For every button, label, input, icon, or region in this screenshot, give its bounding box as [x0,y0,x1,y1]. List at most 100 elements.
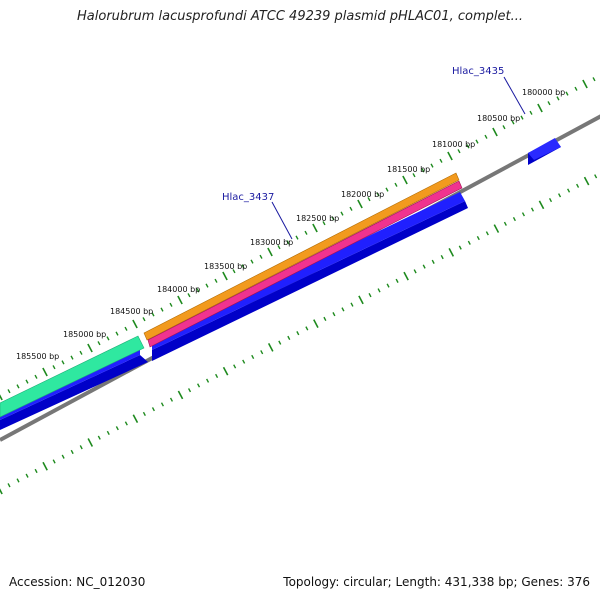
tick-mark [305,326,309,331]
tick-mark [538,200,545,210]
tick-mark [565,91,569,96]
tick-mark [421,168,425,173]
tick-mark [222,271,228,281]
tick-mark [312,223,318,233]
tick-mark [521,212,525,217]
tick-mark [440,255,444,260]
map-title: Halorubrum lacusprofundi ATCC 49239 plas… [77,9,523,24]
outer-tick-rail [0,77,596,401]
tick-mark [385,187,389,192]
tick-mark [295,235,299,240]
tick-mark [357,199,363,209]
tick-mark [323,316,327,321]
tick-mark [511,120,515,125]
pink-feature-track[interactable] [147,180,463,348]
tick-mark [286,240,290,245]
tick-mark [242,359,246,364]
tick-mark [287,335,291,340]
tick-mark [187,293,191,298]
tick-mark [485,231,489,236]
hlac3435-leader [503,76,526,115]
cds-block-hlac3435[interactable] [528,138,561,165]
tick-mark [349,206,353,211]
tick-mark [177,390,184,400]
tick-mark [278,340,282,345]
tick-mark [537,103,543,113]
hlac3437-leader [271,201,293,240]
tick-mark [322,221,326,226]
tick-mark [115,331,119,336]
tick-mark [376,192,380,197]
tick-label: 182000 bp [341,190,384,199]
tick-mark [34,468,38,474]
tick-mark [520,115,524,120]
tick-mark [250,259,254,264]
tick-mark [42,461,48,471]
tick-mark [16,478,20,483]
tick-label: 183500 bp [204,262,247,271]
gene-label-hlac3435[interactable]: Hlac_3435 [452,66,504,77]
tick-mark [260,350,264,355]
tick-mark [367,197,371,202]
tick-mark [222,366,229,376]
tick-mark [142,411,146,417]
tick-mark [169,397,174,402]
tick-mark [124,326,128,331]
tick-mark [16,384,20,389]
tick-mark [97,341,101,346]
tick-mark [177,295,183,305]
tick-mark [232,269,236,274]
tick-mark [368,293,372,298]
tick-mark [413,269,417,274]
tick-mark [341,307,345,312]
tick-label: 184000 bp [157,285,200,294]
tick-mark [529,110,533,115]
tick-mark [70,449,74,455]
tick-mark [205,283,209,288]
tick-mark [169,302,173,307]
tick-mark [557,193,562,198]
tick-mark [475,139,479,144]
tick-mark [447,151,453,161]
tick-mark [42,367,48,377]
tick-mark [106,430,110,436]
tick-mark [196,383,201,388]
tick-mark [259,254,263,259]
tick-mark [115,426,119,431]
green-feature-track[interactable] [0,335,145,418]
tick-mark [512,216,516,222]
tick-mark [313,319,319,328]
tick-mark [142,317,146,322]
tick-mark [304,230,308,235]
tick-mark [267,343,274,352]
tick-label: 181000 bp [432,140,475,149]
tick-mark [594,174,598,179]
tick-mark [132,414,139,424]
tick-mark [332,312,336,317]
tick-mark [61,454,65,459]
orange-feature-track[interactable] [143,172,460,341]
tick-mark [548,197,553,203]
tick-label: 185000 bp [63,330,106,339]
tick-mark [206,378,210,383]
tick-mark [358,295,364,305]
cds-block-main[interactable] [152,192,468,361]
tick-mark [187,388,192,393]
tick-label: 184500 bp [110,307,153,316]
tick-mark [52,459,56,464]
tick-mark [458,245,462,250]
tick-mark [0,394,3,401]
tick-mark [97,435,101,440]
tick-mark [7,389,11,394]
tick-mark [160,307,164,312]
gene-label-hlac3437[interactable]: Hlac_3437 [222,192,274,203]
tick-mark [466,144,470,149]
tick-mark [70,355,74,360]
tick-mark [448,247,455,257]
tick-mark [402,175,408,185]
tick-mark [412,173,416,178]
tick-mark [403,271,409,281]
tick-mark [493,224,500,233]
tick-mark [350,302,354,307]
